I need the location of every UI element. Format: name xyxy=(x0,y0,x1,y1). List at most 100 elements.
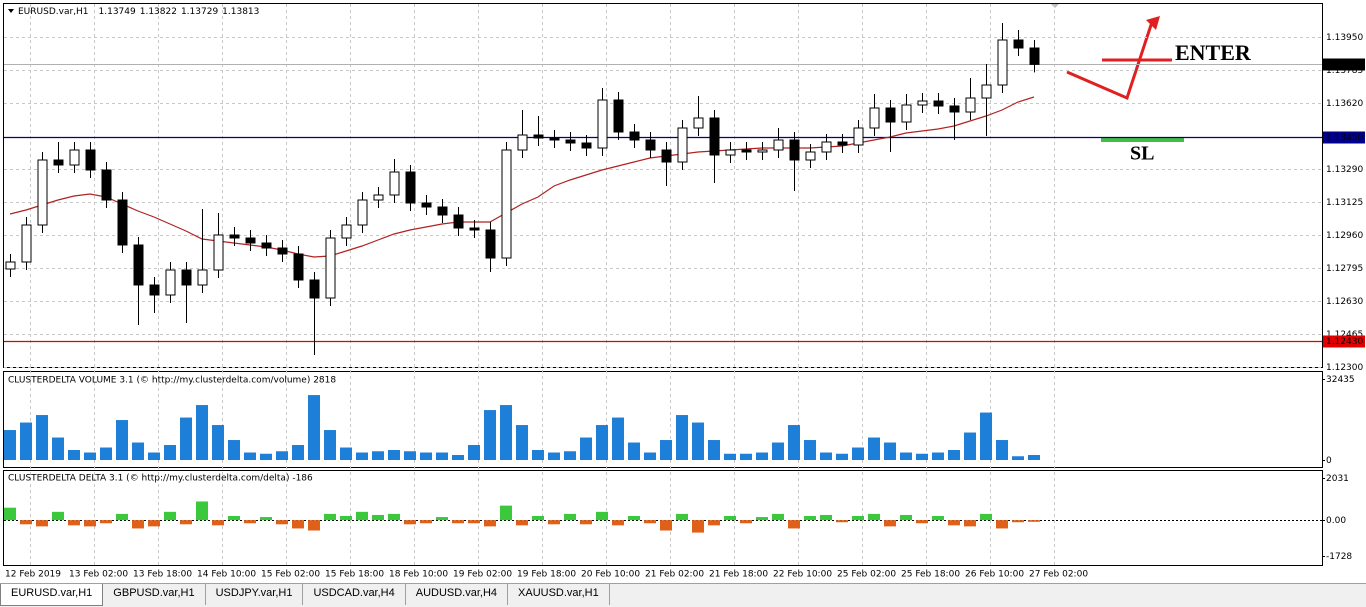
delta-bar xyxy=(996,520,1008,529)
y-tick-label: 1.13125 xyxy=(1326,198,1363,208)
delta-bar xyxy=(276,520,288,525)
volume-bar xyxy=(532,450,544,460)
y-tick-label: 1.13620 xyxy=(1326,99,1363,109)
candle-body xyxy=(325,237,336,299)
candle-body xyxy=(245,237,256,244)
volume-bar xyxy=(196,405,208,460)
candle-body xyxy=(741,149,752,153)
delta-bar xyxy=(724,515,736,521)
candle-body xyxy=(21,224,32,263)
candle-body xyxy=(293,253,304,281)
volume-bar xyxy=(84,452,96,460)
y-tick-label: 0.00 xyxy=(1326,516,1346,526)
candle-body xyxy=(965,97,976,113)
delta-panel xyxy=(3,470,1323,566)
delta-bar xyxy=(292,520,304,529)
volume-bar xyxy=(20,422,32,460)
candle-body xyxy=(709,117,720,156)
delta-bar xyxy=(500,505,512,521)
volume-bar xyxy=(340,447,352,460)
delta-bar xyxy=(948,520,960,526)
delta-bar xyxy=(164,511,176,521)
delta-bar xyxy=(676,513,688,521)
delta-bar xyxy=(820,514,832,521)
chart-tab[interactable]: XAUUSD.var,H1 xyxy=(508,584,610,605)
volume-bar xyxy=(884,442,896,460)
delta-bar xyxy=(660,520,672,531)
chart-tab[interactable]: AUDUSD.var,H4 xyxy=(406,584,509,605)
volume-bar xyxy=(900,452,912,460)
chart-tab[interactable]: USDJPY.var,H1 xyxy=(206,584,304,605)
x-tick-label: 15 Feb 02:00 xyxy=(261,570,320,580)
volume-bar xyxy=(564,451,576,460)
chart-tab[interactable]: EURUSD.var,H1 xyxy=(0,584,104,606)
delta-bar xyxy=(1012,520,1024,523)
volume-bar xyxy=(180,417,192,460)
delta-bar xyxy=(884,520,896,527)
delta-bar xyxy=(388,513,400,521)
y-tick-label: 1.12960 xyxy=(1326,231,1363,241)
x-tick-label: 14 Feb 10:00 xyxy=(197,570,256,580)
candle-body xyxy=(933,100,944,107)
level-tag xyxy=(1323,131,1365,144)
tab-bar: EURUSD.var,H1 GBPUSD.var,H1 USDJPY.var,H1 U… xyxy=(0,583,1366,607)
price-panel xyxy=(3,3,1323,368)
volume-bar xyxy=(1028,455,1040,460)
candle-body xyxy=(485,229,496,259)
x-tick-label: 25 Feb 18:00 xyxy=(901,570,960,580)
volume-bar xyxy=(628,442,640,460)
candle-body xyxy=(5,261,16,270)
candle-body xyxy=(277,247,288,255)
delta-bar xyxy=(612,520,624,526)
candle-body xyxy=(901,104,912,123)
candle-body xyxy=(69,149,80,166)
candle-body xyxy=(565,139,576,144)
x-tick-label: 15 Feb 18:00 xyxy=(325,570,384,580)
x-tick-label: 20 Feb 10:00 xyxy=(581,570,640,580)
sl-label: SL xyxy=(1130,143,1154,165)
volume-bar xyxy=(516,425,528,460)
x-tick-label: 27 Feb 02:00 xyxy=(1029,570,1088,580)
candle-body xyxy=(117,199,128,246)
volume-bar xyxy=(388,450,400,460)
candle-body xyxy=(869,107,880,129)
candle-body xyxy=(405,171,416,204)
volume-bar xyxy=(260,453,272,460)
indicator-title: CLUSTERDELTA VOLUME 3.1 (© http://my.clu… xyxy=(8,376,336,386)
quote-value: 1.13813 xyxy=(222,7,259,17)
delta-bar xyxy=(628,515,640,521)
volume-bar xyxy=(292,445,304,460)
enter-label: ENTER xyxy=(1175,40,1252,65)
candle-body xyxy=(437,206,448,216)
x-tick-label: 21 Feb 18:00 xyxy=(709,570,768,580)
chart-tab[interactable]: USDCAD.var,H4 xyxy=(303,584,406,605)
volume-bar xyxy=(916,453,928,460)
volume-bar xyxy=(932,452,944,460)
delta-bar xyxy=(964,520,976,527)
quote-value: 1.13822 xyxy=(140,7,177,17)
chart-tab[interactable]: GBPUSD.var,H1 xyxy=(103,584,206,605)
delta-bar xyxy=(372,514,384,521)
delta-bar xyxy=(20,520,32,525)
volume-bar xyxy=(36,415,48,460)
volume-bar xyxy=(836,453,848,460)
volume-bar xyxy=(148,452,160,460)
delta-bar xyxy=(36,520,48,527)
candle-body xyxy=(693,117,704,129)
volume-panel xyxy=(3,371,1323,468)
volume-bar xyxy=(452,455,464,460)
x-tick-label: 19 Feb 18:00 xyxy=(517,570,576,580)
volume-bar xyxy=(372,451,384,460)
x-tick-label: 12 Feb 2019 xyxy=(5,570,61,580)
y-tick-label: 2031 xyxy=(1326,474,1349,484)
level-label: 1.13450 xyxy=(1326,133,1363,143)
y-tick-label: 1.13290 xyxy=(1326,165,1363,175)
candle-body xyxy=(997,39,1008,86)
candle-body xyxy=(469,227,480,231)
volume-bar xyxy=(244,452,256,460)
quote-value: 1.13729 xyxy=(181,7,218,17)
enter-arrow xyxy=(1066,21,1154,101)
x-tick-label: 13 Feb 02:00 xyxy=(69,570,128,580)
y-tick-label: 1.12465 xyxy=(1326,330,1363,340)
delta-bar xyxy=(244,520,256,524)
